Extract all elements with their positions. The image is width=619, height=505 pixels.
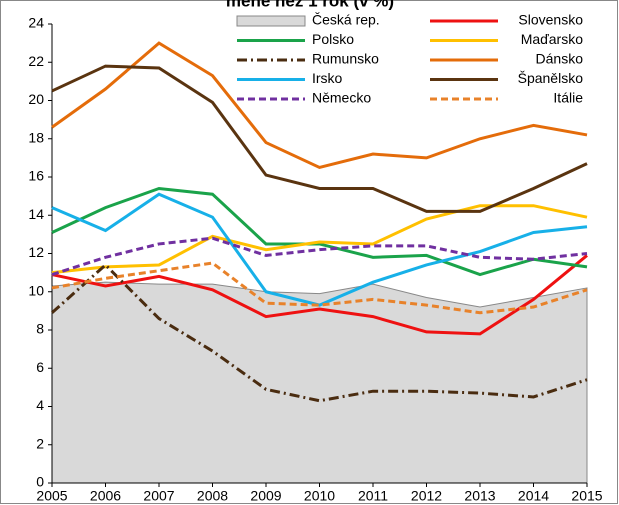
y-tick-label: 18	[28, 129, 44, 145]
y-tick-label: 20	[28, 91, 44, 107]
legend-label: Dánsko	[536, 51, 584, 67]
x-tick-label: 2008	[197, 488, 228, 504]
y-tick-label: 24	[28, 15, 44, 31]
chart-title: méně než 1 rok (v %)	[226, 0, 394, 10]
y-tick-label: 8	[36, 321, 44, 337]
line	[51, 254, 588, 336]
line	[51, 261, 588, 315]
y-tick-label: 4	[36, 397, 44, 413]
legend-label: Irsko	[312, 70, 343, 86]
legend-label: Španělsko	[518, 70, 584, 86]
y-tick-label: 6	[36, 359, 44, 375]
legend-label: Itálie	[553, 90, 583, 106]
legend-label: Maďarsko	[521, 31, 584, 47]
line	[51, 262, 588, 403]
x-tick-label: 2005	[36, 488, 67, 504]
legend-label: Slovensko	[518, 12, 583, 28]
y-tick-label: 10	[28, 282, 44, 298]
legend-label: Německo	[312, 90, 371, 106]
area	[51, 281, 588, 484]
x-tick-label: 2013	[464, 488, 495, 504]
legend-label: Česká rep.	[312, 12, 380, 28]
y-tick-label: 12	[28, 244, 44, 260]
x-tick-label: 2012	[411, 488, 442, 504]
y-tick-label: 16	[28, 168, 44, 184]
line	[51, 204, 588, 275]
x-tick-label: 2006	[90, 488, 121, 504]
x-tick-label: 2015	[571, 488, 602, 504]
x-tick-label: 2009	[250, 488, 281, 504]
x-tick-label: 2010	[304, 488, 335, 504]
legend-label: Polsko	[312, 31, 354, 47]
y-tick-label: 22	[28, 53, 44, 69]
legend-swatch	[236, 15, 306, 27]
x-tick-label: 2007	[143, 488, 174, 504]
x-tick-label: 2011	[358, 488, 388, 504]
y-tick-label: 14	[28, 206, 44, 222]
legend-label: Rumunsko	[312, 51, 379, 67]
line	[51, 186, 588, 277]
y-tick-label: 0	[36, 474, 44, 490]
line	[51, 64, 588, 213]
line	[51, 236, 588, 276]
line	[51, 192, 588, 307]
y-tick-label: 2	[36, 435, 44, 451]
x-tick-label: 2014	[518, 488, 549, 504]
line	[51, 41, 588, 170]
